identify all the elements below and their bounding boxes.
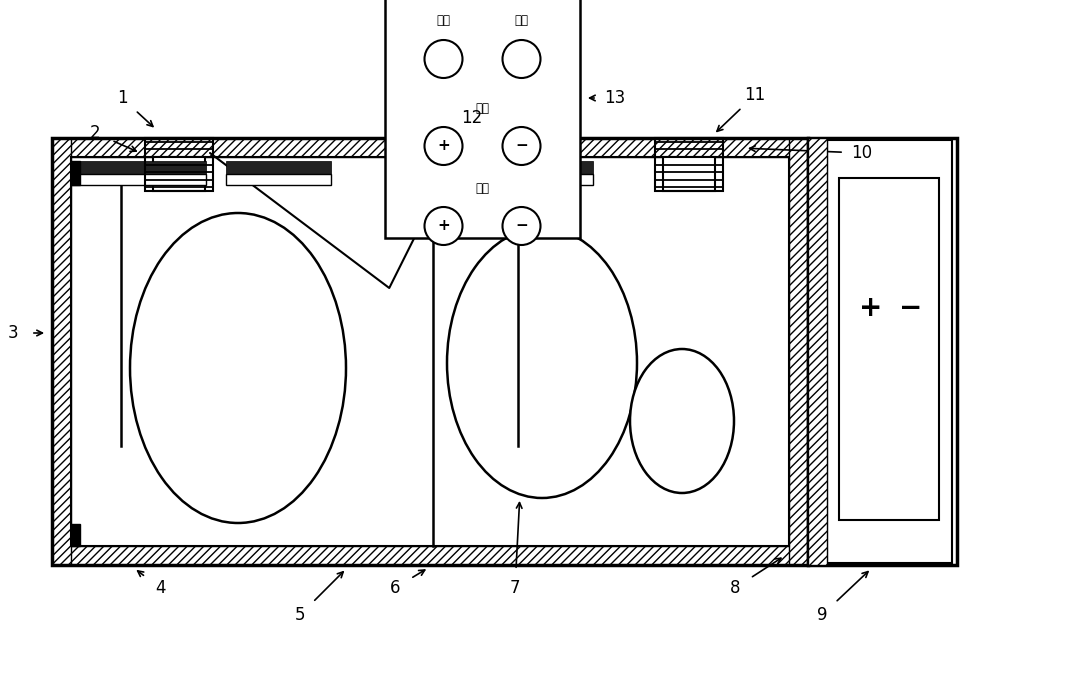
- Bar: [153, 157, 205, 191]
- Text: 气压: 气压: [476, 182, 490, 195]
- Text: 10: 10: [851, 144, 873, 162]
- Bar: [71, 157, 789, 546]
- Bar: [71, 524, 80, 546]
- Bar: [226, 174, 331, 185]
- Bar: [145, 138, 213, 191]
- Bar: [827, 140, 952, 563]
- Bar: [71, 157, 789, 546]
- Ellipse shape: [447, 228, 637, 498]
- Circle shape: [425, 127, 462, 165]
- Text: 气流: 气流: [476, 101, 490, 114]
- Bar: [385, 0, 580, 238]
- Text: 6: 6: [390, 579, 400, 597]
- Text: +: +: [437, 139, 450, 154]
- Ellipse shape: [130, 213, 346, 523]
- Bar: [226, 161, 331, 174]
- Text: −: −: [899, 294, 923, 322]
- Circle shape: [503, 127, 540, 165]
- Circle shape: [425, 40, 462, 78]
- Bar: [53, 138, 808, 565]
- Bar: [789, 138, 808, 565]
- Circle shape: [503, 207, 540, 245]
- Text: 5: 5: [295, 606, 306, 624]
- Text: +: +: [437, 218, 450, 234]
- Text: +: +: [860, 294, 882, 322]
- Bar: [53, 138, 808, 157]
- Text: 12: 12: [461, 109, 482, 127]
- Text: 4: 4: [154, 579, 165, 597]
- Bar: [808, 138, 827, 565]
- Bar: [53, 546, 808, 565]
- Text: 停止: 停止: [515, 15, 528, 28]
- Bar: [839, 178, 939, 520]
- Text: 2: 2: [90, 124, 101, 142]
- Text: 11: 11: [744, 86, 765, 104]
- Circle shape: [503, 40, 540, 78]
- Circle shape: [425, 207, 462, 245]
- Bar: [664, 157, 715, 191]
- Text: 8: 8: [730, 579, 741, 597]
- Ellipse shape: [630, 349, 734, 493]
- Text: 7: 7: [510, 579, 520, 597]
- Text: 9: 9: [817, 606, 828, 624]
- Bar: [71, 161, 206, 174]
- Bar: [71, 161, 80, 185]
- Bar: [71, 174, 206, 185]
- Text: 13: 13: [605, 89, 626, 107]
- Bar: [53, 138, 71, 565]
- Bar: [443, 161, 593, 174]
- Text: 3: 3: [8, 324, 18, 342]
- Bar: [808, 138, 957, 565]
- Bar: [655, 138, 723, 191]
- Text: −: −: [516, 218, 527, 234]
- Bar: [443, 174, 593, 185]
- Text: −: −: [516, 139, 527, 154]
- Text: 1: 1: [117, 89, 128, 107]
- Text: 启动: 启动: [436, 15, 450, 28]
